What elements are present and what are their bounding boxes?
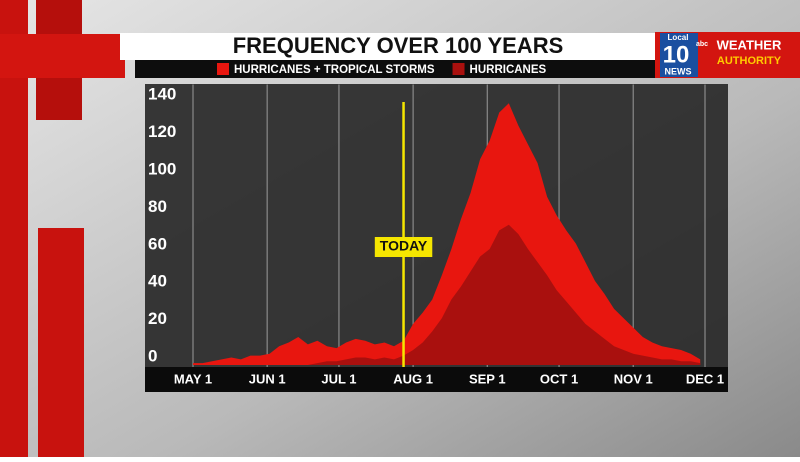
logo-text: NEWS <box>665 66 692 76</box>
logo-text: Local <box>668 33 689 42</box>
logo-text: AUTHORITY <box>717 55 782 67</box>
red-band <box>0 34 125 78</box>
y-tick-label: 0 <box>148 346 157 365</box>
x-tick-label: SEP 1 <box>469 371 506 386</box>
chart-title: FREQUENCY OVER 100 YEARS <box>233 33 564 58</box>
title-banner <box>120 33 655 60</box>
legend-swatch <box>217 63 229 75</box>
logo-text: WEATHER <box>717 37 782 52</box>
logo-text: abc <box>696 41 708 48</box>
logo: Local 10 NEWS abc WEATHER AUTHORITY <box>655 32 800 78</box>
y-tick-label: 60 <box>148 234 167 253</box>
y-tick-label: 20 <box>148 309 167 328</box>
y-tick-label: 120 <box>148 122 176 141</box>
legend-swatch <box>452 63 465 75</box>
annotation-label: TODAY <box>380 238 428 254</box>
x-tick-label: NOV 1 <box>614 371 653 386</box>
area <box>193 224 701 365</box>
logo-box <box>660 33 698 77</box>
x-tick-label: DEC 1 <box>686 371 724 386</box>
legend-bar <box>135 60 655 78</box>
legend-label: HURRICANES + TROPICAL STORMS <box>234 64 435 76</box>
logo-text: 10 <box>663 41 690 68</box>
legend-label: HURRICANES <box>470 64 547 76</box>
x-tick-label: JUN 1 <box>249 371 286 386</box>
annotation-box <box>374 237 433 257</box>
y-tick-label: 40 <box>148 272 167 291</box>
y-tick-label: 100 <box>148 159 176 178</box>
x-tick-label: AUG 1 <box>393 371 433 386</box>
x-tick-label: JUL 1 <box>321 371 356 386</box>
red-bar <box>38 228 84 457</box>
x-axis-strip <box>145 367 728 392</box>
x-tick-label: OCT 1 <box>540 371 578 386</box>
y-tick-label: 140 <box>148 85 176 104</box>
area <box>193 103 701 365</box>
y-tick-label: 80 <box>148 197 167 216</box>
x-tick-label: MAY 1 <box>174 371 212 386</box>
